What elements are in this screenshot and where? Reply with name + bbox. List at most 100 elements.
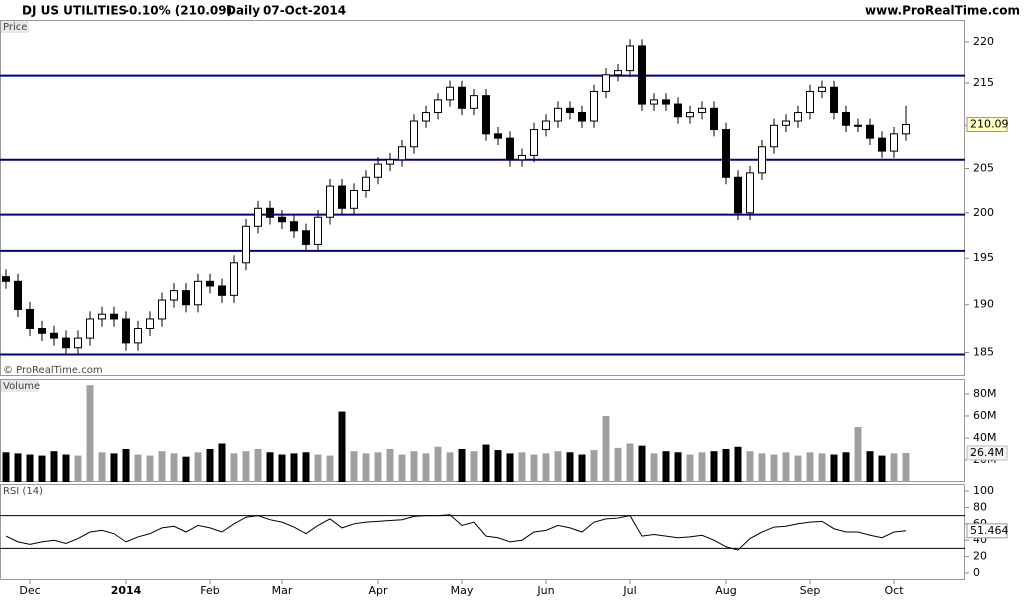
candle-body: [446, 86, 454, 101]
candle-body: [314, 216, 322, 245]
volume-bar: [26, 454, 34, 482]
volume-bar: [794, 455, 802, 482]
y-tick-label: 100: [973, 484, 994, 497]
volume-bar: [38, 455, 46, 482]
volume-bar: [230, 453, 238, 482]
volume-bar: [542, 453, 550, 482]
volume-bar: [530, 454, 538, 482]
volume-bar: [110, 453, 118, 482]
last-price-label: 210.09: [970, 118, 1009, 131]
volume-bar: [674, 452, 682, 482]
volume-bar: [386, 448, 394, 482]
label-box: [1, 380, 39, 392]
volume-bar: [350, 451, 358, 482]
candle-body: [38, 327, 46, 334]
candle-body: [566, 107, 574, 114]
candle-body: [254, 207, 262, 227]
candle-body: [866, 124, 874, 139]
volume-bar: [734, 446, 742, 482]
volume-bar: [218, 443, 226, 482]
candle-body: [770, 124, 778, 148]
y-tick-label: 220: [973, 35, 994, 48]
volume-bar: [134, 454, 142, 482]
volume-bar: [890, 453, 898, 482]
volume-bar: [806, 452, 814, 482]
candle-body: [602, 74, 610, 92]
rsi-value-label: 51.464: [970, 524, 1009, 537]
volume-bar: [854, 426, 862, 482]
candle-body: [746, 172, 754, 214]
volume-bar: [770, 454, 778, 482]
candle-body: [722, 129, 730, 178]
volume-bar: [470, 451, 478, 482]
candle-body: [146, 318, 154, 329]
volume-bar: [878, 455, 886, 482]
candle-body: [326, 185, 334, 218]
candle-body: [518, 154, 526, 161]
site: www.ProRealTime.com: [865, 4, 1020, 18]
candle-body: [710, 107, 718, 131]
volume-bar: [818, 453, 826, 482]
candle-body: [818, 86, 826, 92]
volume-bar: [602, 415, 610, 482]
candle-body: [386, 159, 394, 165]
volume-bar: [338, 411, 346, 482]
x-tick-label: Mar: [272, 584, 293, 597]
y-tick-label: 200: [973, 206, 994, 219]
rsi-label-box: [966, 523, 1008, 539]
volume-bar: [554, 451, 562, 482]
volume-bar: [686, 454, 694, 482]
volume-bar: [206, 448, 214, 482]
candle-body: [2, 276, 10, 282]
y-tick-label: 80: [973, 500, 987, 513]
x-tick-label: Sep: [800, 584, 821, 597]
candle-body: [614, 70, 622, 76]
volume-label: Volume: [3, 381, 40, 392]
rsi-panel: [0, 484, 965, 580]
candle-body: [110, 313, 118, 320]
volume-bar: [122, 448, 130, 482]
candle-body: [758, 146, 766, 174]
volume-bar: [50, 451, 58, 482]
candle-body: [98, 313, 106, 320]
candle-body: [62, 337, 70, 349]
candle-body: [830, 86, 838, 114]
volume-bar: [626, 443, 634, 482]
volume-bar: [242, 451, 250, 482]
candle-body: [182, 290, 190, 306]
candle-body: [422, 112, 430, 122]
candle-body: [494, 133, 502, 139]
candle-body: [578, 112, 586, 122]
volume-bar: [590, 450, 598, 482]
candle-body: [398, 146, 406, 161]
candle-body: [374, 163, 382, 178]
volume-bar: [698, 452, 706, 482]
volume-bar: [398, 454, 406, 482]
volume-bar: [254, 448, 262, 482]
candle-body: [554, 107, 562, 122]
candle-body: [878, 137, 886, 152]
candle-body: [662, 99, 670, 105]
candle-body: [854, 124, 862, 127]
volume-bar: [842, 452, 850, 482]
candle-body: [14, 280, 22, 310]
y-tick-label: 40M: [973, 431, 997, 444]
candle-body: [170, 290, 178, 301]
candle-body: [806, 90, 814, 114]
rsi-line: [5, 514, 907, 551]
volume-bar: [74, 455, 82, 482]
candle-body: [902, 124, 910, 135]
volume-bar: [86, 385, 94, 482]
candle-body: [158, 299, 166, 320]
volume-bar: [314, 454, 322, 482]
candle-body: [650, 99, 658, 105]
volume-bar: [650, 453, 658, 482]
volume-bar: [458, 448, 466, 482]
candle-body: [242, 225, 250, 264]
y-tick-label: 60M: [973, 409, 997, 422]
candle-body: [434, 99, 442, 114]
rsi-label: RSI (14): [3, 486, 43, 497]
y-tick-label: 195: [973, 251, 994, 264]
